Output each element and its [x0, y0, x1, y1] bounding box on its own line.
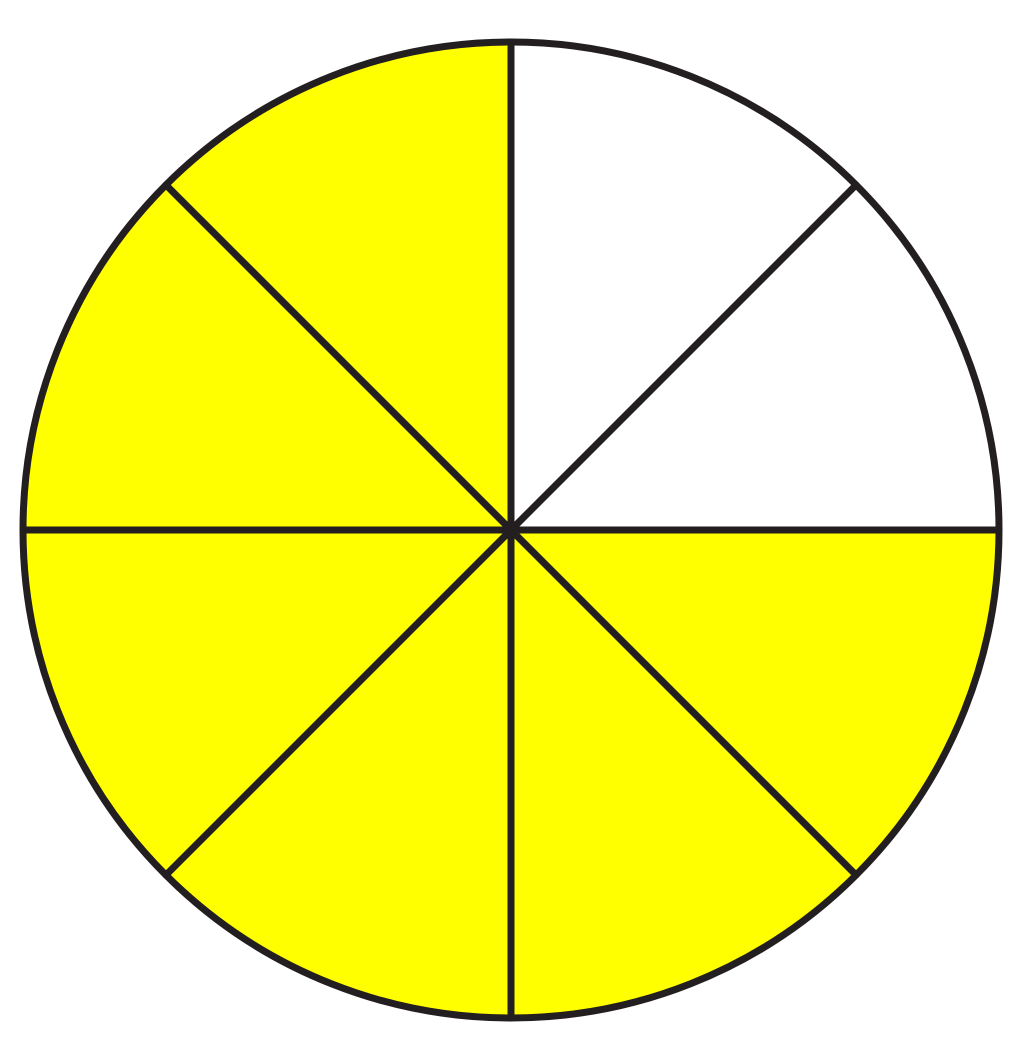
divider-line — [162, 526, 515, 879]
unshaded-sector — [511, 184, 999, 530]
shaded-sector — [23, 184, 511, 530]
shaded-sector — [511, 530, 857, 1018]
shaded-sector — [165, 530, 511, 1018]
divider-line — [507, 526, 860, 879]
divider-group — [19, 38, 1003, 1022]
divider-line — [507, 181, 860, 534]
center-point — [502, 521, 520, 539]
shaded-sector — [511, 530, 999, 876]
unshaded-sector — [511, 42, 857, 530]
shaded-sector — [23, 530, 511, 876]
shaded-sector — [165, 42, 511, 530]
divider-line — [162, 181, 515, 534]
sector-group — [23, 42, 999, 1018]
circle-outline — [19, 38, 1003, 1022]
